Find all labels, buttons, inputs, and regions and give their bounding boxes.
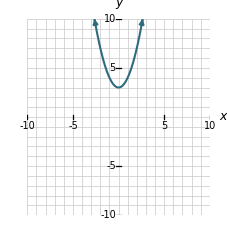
Text: 10: 10 [103,14,115,24]
Text: -10: -10 [100,210,115,220]
Text: -10: -10 [19,121,35,131]
Text: -5: -5 [68,121,77,131]
Text: y: y [114,0,122,9]
Text: 5: 5 [109,63,115,73]
Text: x: x [218,110,225,124]
Text: 5: 5 [160,121,167,131]
Text: -5: -5 [106,161,115,171]
Text: 10: 10 [203,121,215,131]
